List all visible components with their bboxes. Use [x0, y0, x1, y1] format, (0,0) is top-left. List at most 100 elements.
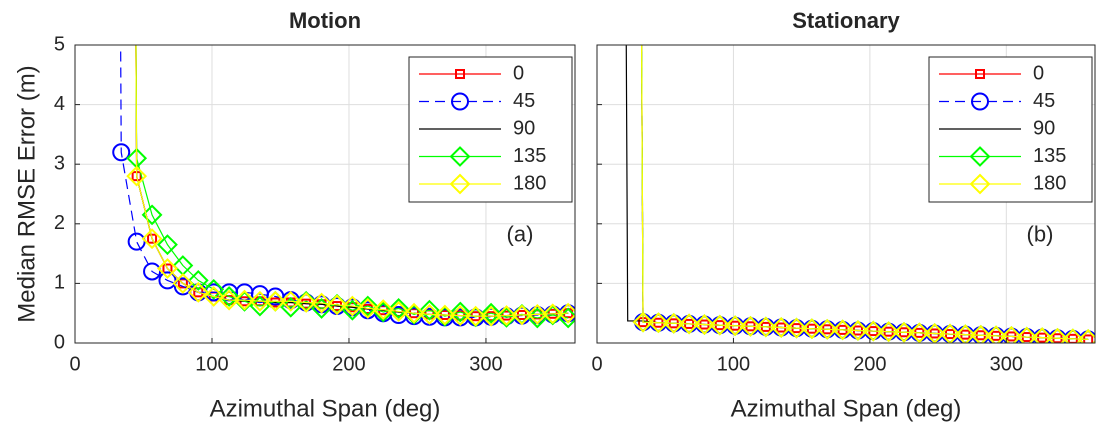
- marker: [372, 299, 394, 321]
- x-tick-label: 200: [332, 353, 365, 375]
- y-tick-label: 3: [54, 152, 65, 174]
- marker: [403, 302, 425, 324]
- marker: [449, 305, 471, 326]
- marker: [480, 305, 502, 327]
- marker: [496, 305, 517, 326]
- marker: [203, 278, 225, 300]
- marker: [511, 304, 533, 326]
- marker: [847, 320, 869, 341]
- x-axis-label: Azimuthal Span (deg): [731, 395, 962, 422]
- axes-box: [74, 44, 576, 344]
- marker: [709, 314, 731, 336]
- marker: [985, 325, 1007, 343]
- y-tick-label: 2: [54, 212, 65, 234]
- marker: [740, 315, 761, 337]
- subplot: 0 100 200 300 Stationary Azimuthal Span (deg)…: [591, 8, 1096, 422]
- marker: [971, 92, 989, 111]
- y-tick-label: 0: [54, 331, 65, 353]
- x-tick-label: 100: [195, 353, 228, 375]
- marker: [126, 165, 148, 187]
- x-tick-label: 300: [990, 353, 1023, 375]
- marker: [924, 323, 946, 343]
- marker: [969, 146, 991, 167]
- axes-box: [596, 44, 1096, 344]
- legend-label: 90: [1033, 117, 1055, 139]
- marker: [557, 302, 575, 324]
- chart-title: Motion: [289, 8, 361, 33]
- marker: [388, 300, 410, 322]
- marker: [449, 146, 471, 167]
- marker: [908, 322, 930, 343]
- marker: [694, 314, 715, 335]
- marker: [249, 290, 271, 312]
- y-axis-label: Median RMSE Error (m): [13, 65, 40, 322]
- marker: [187, 281, 209, 303]
- marker: [451, 92, 469, 111]
- y-tick-label: 4: [54, 93, 65, 115]
- marker: [449, 173, 471, 195]
- marker: [234, 289, 255, 311]
- plot-lines: [112, 45, 575, 329]
- legend-label: 180: [513, 172, 546, 194]
- marker: [526, 303, 548, 325]
- marker: [280, 290, 302, 312]
- legend-label: 90: [513, 117, 535, 139]
- marker: [801, 318, 823, 340]
- marker: [341, 295, 363, 317]
- marker: [173, 277, 192, 296]
- marker: [832, 319, 854, 341]
- marker: [357, 298, 379, 319]
- marker: [770, 317, 792, 338]
- marker: [326, 294, 348, 316]
- marker: [1062, 328, 1084, 343]
- marker: [542, 303, 564, 325]
- marker: [724, 315, 746, 337]
- marker: [455, 69, 465, 79]
- marker: [177, 278, 188, 289]
- x-tick-label: 200: [853, 353, 886, 375]
- legend-label: 0: [1033, 62, 1044, 84]
- legend-label: 45: [513, 90, 535, 112]
- x-tick-label: 0: [69, 353, 80, 375]
- marker: [480, 302, 502, 324]
- marker: [954, 324, 976, 343]
- marker: [295, 292, 317, 313]
- marker: [939, 323, 961, 343]
- marker: [975, 69, 985, 79]
- marker: [878, 321, 900, 343]
- legend-label: 0: [513, 62, 524, 84]
- legend-label: 45: [1033, 90, 1055, 112]
- marker: [434, 304, 456, 326]
- legend-label: 135: [513, 145, 546, 167]
- annotation: (b): [1027, 222, 1054, 247]
- marker: [663, 312, 685, 334]
- legend-label: 135: [1033, 145, 1066, 167]
- marker: [1047, 327, 1068, 343]
- marker: [187, 270, 209, 291]
- marker: [1016, 326, 1038, 343]
- marker: [388, 298, 410, 319]
- marker: [786, 317, 807, 339]
- marker: [203, 286, 225, 307]
- marker: [357, 295, 379, 317]
- marker: [218, 289, 240, 311]
- y-tick-label: 1: [54, 272, 65, 294]
- marker: [1001, 326, 1022, 343]
- marker: [970, 324, 992, 343]
- marker: [893, 321, 915, 343]
- chart-title: Stationary: [792, 8, 900, 33]
- marker: [419, 303, 440, 325]
- marker: [157, 258, 178, 279]
- marker: [141, 228, 163, 250]
- plot-lines: [625, 45, 1095, 343]
- marker: [862, 320, 884, 342]
- x-axis-label: Azimuthal Span (deg): [210, 395, 441, 422]
- marker: [172, 272, 194, 294]
- marker: [112, 143, 131, 162]
- marker: [755, 316, 777, 338]
- marker: [264, 290, 286, 312]
- marker: [816, 318, 838, 340]
- marker: [1077, 329, 1095, 343]
